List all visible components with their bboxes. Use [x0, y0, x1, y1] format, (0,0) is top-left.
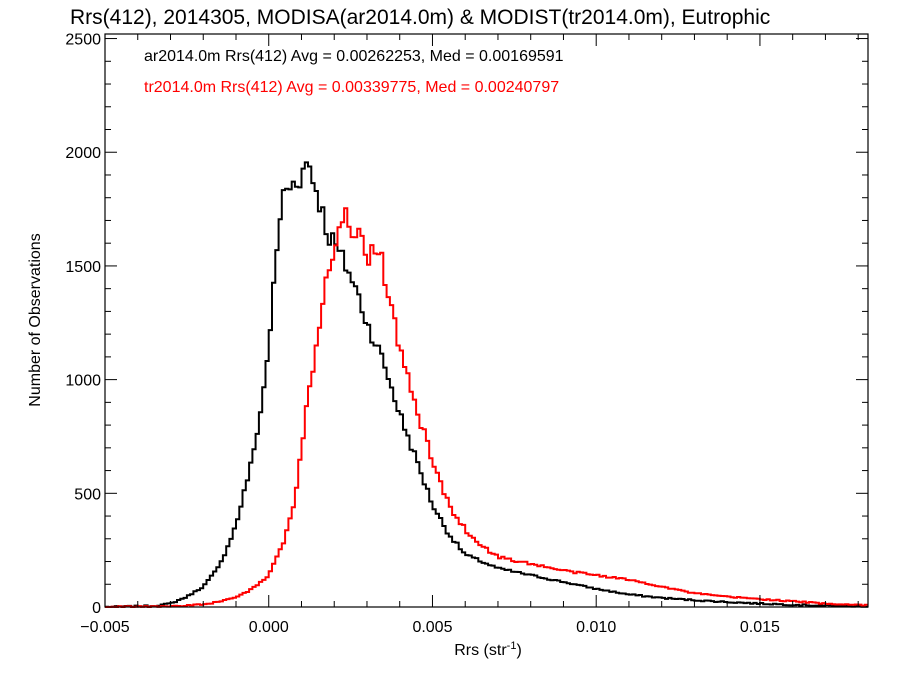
series-line-red: [105, 207, 868, 608]
axes-layer: −0.005 0.000 0.005 0.010 0.015 0 500 1000 1500 20…: [65, 32, 869, 636]
x-axis-label-text: Rrs (str: [454, 642, 507, 659]
plot-frame: [104, 33, 869, 608]
series-layer: [105, 161, 868, 608]
x-tick-label: −0.005: [80, 619, 129, 636]
series-line-black: [105, 161, 868, 608]
x-tick-label: 0.015: [740, 619, 780, 636]
y-tick-label: 0: [92, 600, 101, 617]
y-axis-label: Number of Observations: [27, 233, 44, 406]
chart-title: Rrs(412), 2014305, MODISA(ar2014.0m) & M…: [70, 6, 770, 29]
y-tick-label: 500: [74, 486, 101, 503]
x-tick-label: 0.010: [576, 619, 616, 636]
y-tick-label: 2000: [65, 145, 101, 162]
y-tick-label: 2500: [65, 32, 101, 49]
y-tick-label: 1000: [65, 373, 101, 390]
x-axis-label: Rrs (str-1): [454, 640, 522, 659]
x-axis-label-close: ): [516, 642, 521, 659]
x-tick-label: 0.000: [249, 619, 289, 636]
x-axis-label-superscript: -1: [507, 640, 517, 652]
legend-entry-black: ar2014.0m Rrs(412) Avg = 0.00262253, Med…: [144, 48, 564, 65]
x-tick-label: 0.005: [412, 619, 452, 636]
legend-entry-red: tr2014.0m Rrs(412) Avg = 0.00339775, Med…: [144, 79, 559, 96]
y-tick-label: 1500: [65, 259, 101, 276]
